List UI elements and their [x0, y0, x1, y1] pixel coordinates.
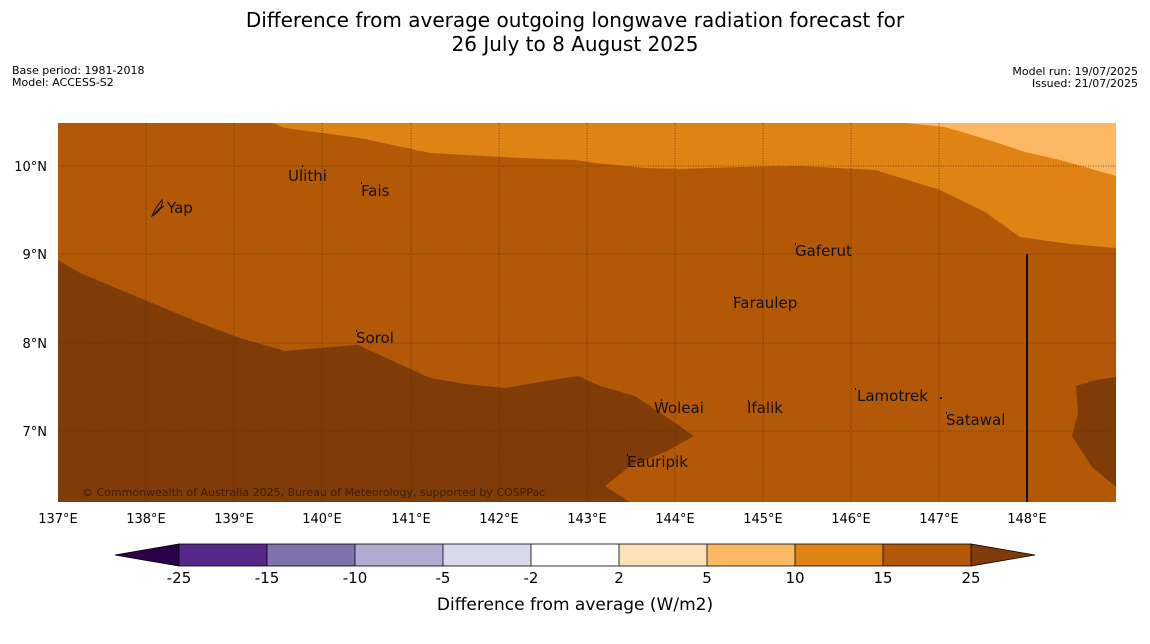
colorbar-cell-6	[619, 544, 707, 566]
legend-tick-4: -5	[436, 569, 451, 587]
faraulep-marker	[734, 296, 735, 298]
colorbar-extend-low	[114, 543, 180, 567]
woleai-marker	[661, 399, 662, 401]
place-eauripik: Eauripik	[627, 453, 688, 471]
legend-tick-3: -10	[343, 569, 368, 587]
copyright-notice: © Commonwealth of Australia 2025, Bureau…	[82, 486, 545, 499]
colorbar-cell-1	[179, 544, 267, 566]
model-run: Model run: 19/07/2025	[1012, 65, 1138, 78]
place-yap: Yap	[166, 199, 193, 217]
satawal-marker	[946, 412, 947, 414]
lon-label-140: 140°E	[302, 512, 342, 527]
lon-label-148: 148°E	[1007, 512, 1047, 527]
legend-tick-10: 25	[961, 569, 980, 587]
lamotrek-marker	[855, 388, 856, 390]
place-ifalik: Ifalik	[747, 399, 783, 417]
lon-label-147: 147°E	[919, 512, 959, 527]
legend-tick-1: -25	[167, 569, 192, 587]
issued-date: Issued: 21/07/2025	[1031, 77, 1138, 90]
eauripik-marker	[627, 454, 628, 456]
legend-tick-5: -2	[524, 569, 539, 587]
ifalik-marker	[748, 400, 749, 402]
lon-label-141: 141°E	[391, 512, 431, 527]
title-line-2: 26 July to 8 August 2025	[451, 32, 699, 56]
place-gaferut: Gaferut	[795, 242, 852, 260]
colorbar-cell-8	[795, 544, 883, 566]
title-line-1: Difference from average outgoing longwav…	[245, 8, 905, 32]
colorbar-cell-7	[707, 544, 795, 566]
place-labels: Ulithi Fais Yap Gaferut Faraulep Sorol L…	[166, 167, 1005, 471]
legend-tick-6: 2	[614, 569, 624, 587]
lon-label-138: 138°E	[126, 512, 166, 527]
colorbar-title: Difference from average (W/m2)	[437, 595, 713, 615]
place-satawal: Satawal	[946, 411, 1005, 429]
sorol-marker	[356, 330, 357, 332]
base-period: Base period: 1981-2018	[12, 64, 145, 77]
colorbar-cell-9	[883, 544, 971, 566]
place-faraulep: Faraulep	[733, 294, 797, 312]
lon-label-146: 146°E	[831, 512, 871, 527]
gridlines	[58, 123, 1116, 502]
band-10-15	[272, 123, 1116, 248]
lat-label-9n: 9°N	[23, 248, 48, 263]
atoll-marker	[940, 397, 942, 399]
lon-label-144: 144°E	[655, 512, 695, 527]
model-name: Model: ACCESS-S2	[12, 76, 114, 89]
island-markers	[151, 165, 947, 456]
colorbar-cell-5	[531, 544, 619, 566]
colorbar-cell-2	[267, 544, 355, 566]
place-ulithi: Ulithi	[288, 167, 327, 185]
legend-tick-9: 15	[873, 569, 892, 587]
meta-left: Base period: 1981-2018 Model: ACCESS-S2	[12, 65, 144, 89]
legend-tick-7: 5	[702, 569, 712, 587]
lon-label-145: 145°E	[743, 512, 783, 527]
yap-island-icon	[151, 198, 165, 218]
colorbar-extend-high	[970, 543, 1036, 567]
page-title: Difference from average outgoing longwav…	[0, 8, 1150, 56]
band-5-10	[905, 123, 1116, 176]
colorbar-cell-3	[355, 544, 443, 566]
colorbar-cell-4	[443, 544, 531, 566]
lat-label-7n: 7°N	[23, 425, 48, 440]
lat-label-10n: 10°N	[14, 160, 47, 175]
gaferut-marker	[795, 243, 796, 245]
place-woleai: Woleai	[654, 399, 704, 417]
lon-label-142: 142°E	[479, 512, 519, 527]
lon-axis: 137°E 138°E 139°E 140°E 141°E 142°E 143°…	[38, 512, 1047, 527]
map-plot	[58, 123, 1116, 502]
legend-tick-8: 10	[785, 569, 804, 587]
lon-label-143: 143°E	[567, 512, 607, 527]
place-lamotrek: Lamotrek	[857, 387, 928, 405]
colorbar-ticks: -25 -15 -10 -5 -2 2 5 10 15 25	[167, 569, 981, 587]
place-fais: Fais	[361, 182, 390, 200]
band-25-plus-east	[1072, 377, 1116, 487]
fais-marker	[361, 182, 362, 184]
colorbar	[114, 543, 1036, 567]
band-25-plus-main	[58, 260, 694, 502]
lat-axis: 10°N 9°N 8°N 7°N	[14, 160, 47, 440]
lon-label-139: 139°E	[214, 512, 254, 527]
ulithi-marker	[302, 165, 303, 167]
place-sorol: Sorol	[356, 329, 394, 347]
lon-label-137: 137°E	[38, 512, 78, 527]
legend-tick-2: -15	[255, 569, 280, 587]
lat-label-8n: 8°N	[23, 337, 48, 352]
meta-right: Model run: 19/07/2025 Issued: 21/07/2025	[1012, 66, 1138, 90]
